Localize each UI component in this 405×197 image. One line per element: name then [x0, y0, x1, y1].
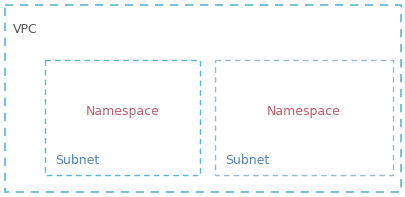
Text: VPC: VPC	[13, 23, 38, 36]
Text: Namespace: Namespace	[85, 105, 159, 118]
Text: Subnet: Subnet	[55, 153, 99, 166]
Bar	[45, 60, 200, 175]
Bar	[215, 60, 392, 175]
Text: Subnet: Subnet	[224, 153, 269, 166]
Text: Namespace: Namespace	[266, 105, 340, 118]
